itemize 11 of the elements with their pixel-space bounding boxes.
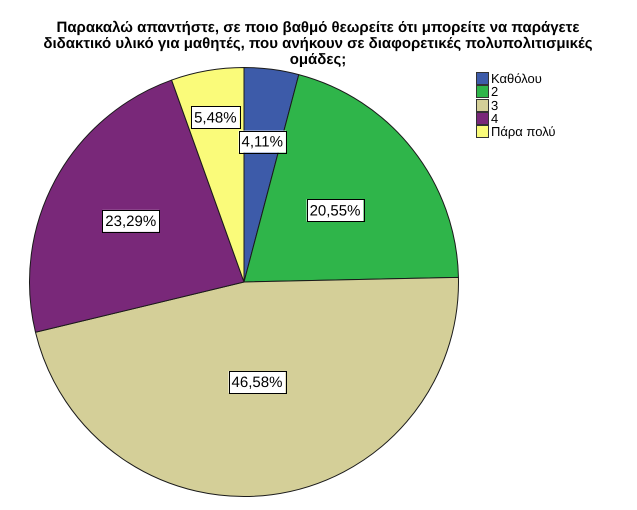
chart-title: Παρακαλώ απαντήστε, σε ποιο βαθμό θεωρείτε ότι μπορείτε να παράγετε διδακτικό υλικό για μαθητές, που ανήκουν σε διαφορετικές πολυπολιτισμικές ομάδες; [42,19,594,68]
legend-label: 2 [491,84,498,100]
legend-label: 3 [491,98,498,113]
data-label: 23,29% [105,213,156,230]
legend-label: Καθόλου [491,71,542,86]
legend-label: Πάρα πολύ [491,124,556,140]
data-label: 20,55% [310,202,360,220]
data-label: 4,11% [242,134,283,151]
data-label: 46,58% [232,374,282,392]
legend-label: 4 [491,110,498,126]
data-label: 5,48% [194,109,237,126]
